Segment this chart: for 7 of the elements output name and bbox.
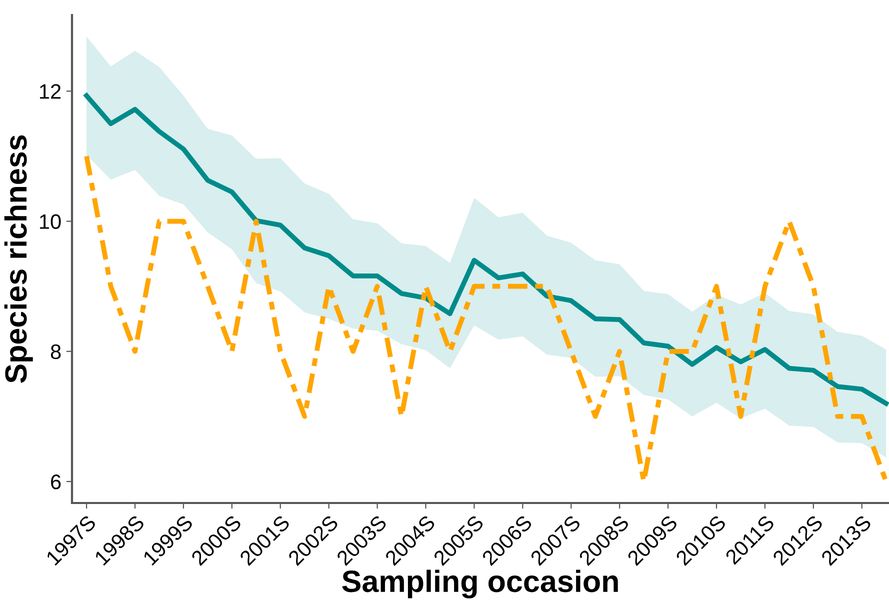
y-axis-title: Species richness	[4, 135, 33, 383]
y-tick-label: 10	[40, 214, 61, 230]
x-axis-title: Sampling occasion	[342, 570, 618, 598]
line-series	[84, 93, 889, 406]
y-tick-label: 8	[50, 344, 61, 360]
y-tick-label: 6	[51, 474, 61, 490]
y-tick-label: 12	[40, 84, 61, 99]
